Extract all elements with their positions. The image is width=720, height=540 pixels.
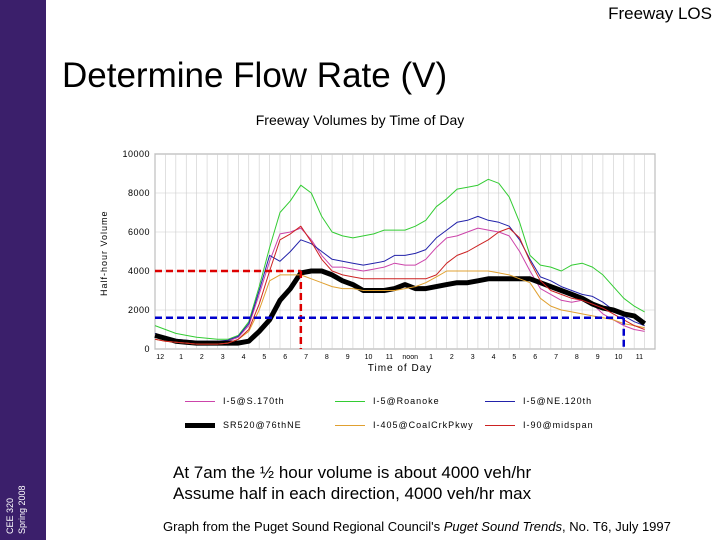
legend-item: SR520@76thNE [185, 420, 302, 430]
x-axis-label: Time of Day [367, 363, 433, 374]
y-tick-label: 6000 [128, 227, 150, 237]
series-line-4 [154, 268, 647, 346]
legend-label: I-5@Roanoke [373, 396, 440, 406]
y-tick-label: 2000 [128, 305, 150, 315]
legend-item: I-405@CoalCrkPkwy [335, 420, 474, 430]
x-tick-label: 1 [179, 354, 183, 361]
x-tick-label: 8 [325, 354, 329, 361]
source-suffix: , No. T6, July 1997 [562, 519, 671, 534]
x-tick-label: 4 [242, 354, 246, 361]
x-tick-label: 5 [512, 354, 516, 361]
note-line-2: Assume half in each direction, 4000 veh/… [173, 484, 532, 503]
note-line-1: At 7am the ½ hour volume is about 4000 v… [173, 463, 532, 482]
y-tick-label: 8000 [128, 188, 150, 198]
legend-item: I-5@S.170th [185, 396, 285, 406]
x-tick-label: 8 [575, 354, 579, 361]
x-tick-label: 4 [492, 354, 496, 361]
legend-swatch [185, 422, 215, 428]
legend-label: I-405@CoalCrkPkwy [373, 420, 474, 430]
x-tick-label: 7 [554, 354, 558, 361]
x-tick-label: 10 [365, 354, 373, 361]
x-tick-label: noon [402, 354, 418, 361]
section-header: Freeway LOS [608, 4, 712, 23]
source-publication: Puget Sound Trends [443, 519, 562, 534]
x-tick-label: 5 [262, 354, 266, 361]
source-citation: Graph from the Puget Sound Regional Coun… [163, 519, 671, 534]
x-tick-label: 6 [283, 354, 287, 361]
series-line-3 [154, 215, 645, 342]
legend-swatch [185, 400, 215, 402]
y-tick-label: 10000 [122, 149, 150, 159]
legend-label: I-5@NE.120th [523, 396, 593, 406]
x-tick-label: 7 [304, 354, 308, 361]
source-prefix: Graph from the Puget Sound Regional Coun… [163, 519, 444, 534]
x-tick-label: 11 [386, 354, 393, 361]
legend-swatch [335, 400, 365, 402]
slide-note: At 7am the ½ hour volume is about 4000 v… [173, 462, 531, 504]
y-tick-label: 4000 [128, 266, 150, 276]
x-tick-label: 9 [346, 354, 350, 361]
series-line-1 [154, 227, 645, 344]
series-line-2 [154, 178, 645, 340]
sidebar-band: CEE 320 Spring 2008 [0, 0, 46, 540]
x-tick-label: 1 [429, 354, 433, 361]
x-tick-label: 10 [615, 354, 623, 361]
legend-swatch [485, 424, 515, 426]
x-tick-label: 9 [596, 354, 600, 361]
legend-item: I-90@midspan [485, 420, 594, 430]
legend-label: I-5@S.170th [223, 396, 285, 406]
x-tick-label: 11 [636, 354, 643, 361]
legend-item: I-5@Roanoke [335, 396, 440, 406]
legend-swatch [335, 424, 365, 426]
legend-label: I-90@midspan [523, 420, 594, 430]
x-tick-label: 3 [221, 354, 225, 361]
x-tick-label: 6 [533, 354, 537, 361]
x-tick-label: 12 [156, 354, 164, 361]
x-tick-label: 2 [200, 354, 204, 361]
chart-title: Freeway Volumes by Time of Day [255, 112, 465, 128]
legend-item: I-5@NE.120th [485, 396, 592, 406]
x-tick-label: 3 [471, 354, 475, 361]
slide-title: Determine Flow Rate (V) [62, 56, 448, 95]
x-tick-label: 2 [450, 354, 454, 361]
legend-swatch [485, 400, 515, 402]
legend-label: SR520@76thNE [223, 420, 302, 430]
series-line-6 [154, 225, 645, 345]
y-tick-label: 0 [144, 344, 150, 354]
